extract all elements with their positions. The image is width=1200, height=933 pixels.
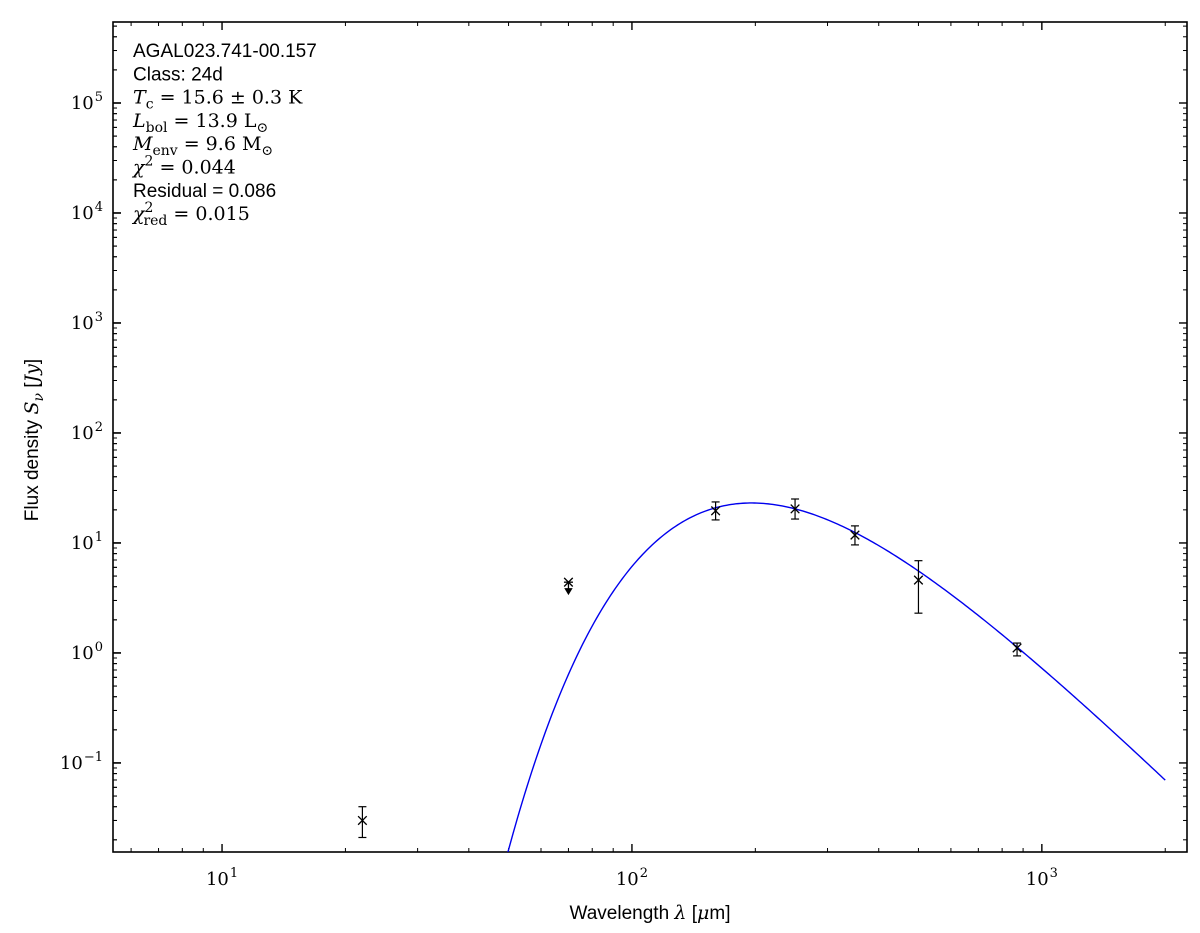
data-point <box>850 525 860 546</box>
data-point <box>790 498 800 520</box>
x-tick-label: 102 <box>616 866 648 890</box>
y-tick-label: 100 <box>71 640 103 664</box>
model-curve <box>507 502 1166 852</box>
y-tick-label: 10−1 <box>60 750 103 774</box>
data-point <box>913 560 924 614</box>
down-arrow-icon <box>564 588 573 596</box>
x-axis-label: Wavelength λ [μm] <box>570 902 731 924</box>
data-points <box>357 498 1022 839</box>
y-axis-label: Flux density Sν [Jy] <box>21 359 47 521</box>
annotation-line: AGAL023.741-00.157 <box>133 41 317 62</box>
data-point <box>1012 642 1022 657</box>
y-tick-labels: 10−1 100 101 102 103 104 105 <box>60 90 103 774</box>
x-tick-label: 101 <box>206 866 238 890</box>
y-tick-label: 104 <box>71 200 103 224</box>
y-tick-label: 103 <box>71 310 103 334</box>
data-point <box>710 501 721 521</box>
x-axis-ticks <box>130 22 1166 852</box>
data-point <box>357 806 368 839</box>
x-tick-labels: 101 102 103 <box>206 866 1058 890</box>
annotation-line: χ2 red = 0.015 <box>131 200 250 229</box>
plot-frame <box>112 21 1188 853</box>
annotation-line: Lbol = 13.9 L⊙ <box>132 110 268 136</box>
y-axis-ticks <box>113 25 1187 841</box>
x-tick-label: 103 <box>1026 866 1058 890</box>
annotation-line: χ2 = 0.044 <box>131 154 236 179</box>
y-tick-label: 101 <box>71 530 103 554</box>
upper-limit-marker <box>563 577 574 596</box>
annotation-line: Tc = 15.6 ± 0.3 K <box>133 87 303 113</box>
y-tick-label: 102 <box>71 420 103 444</box>
annotation-line: Menv = 9.6 M⊙ <box>132 133 273 159</box>
annotation-line: Class: 24d <box>133 64 223 85</box>
annotation-line: Residual = 0.086 <box>133 181 276 202</box>
y-tick-label: 105 <box>71 90 103 114</box>
